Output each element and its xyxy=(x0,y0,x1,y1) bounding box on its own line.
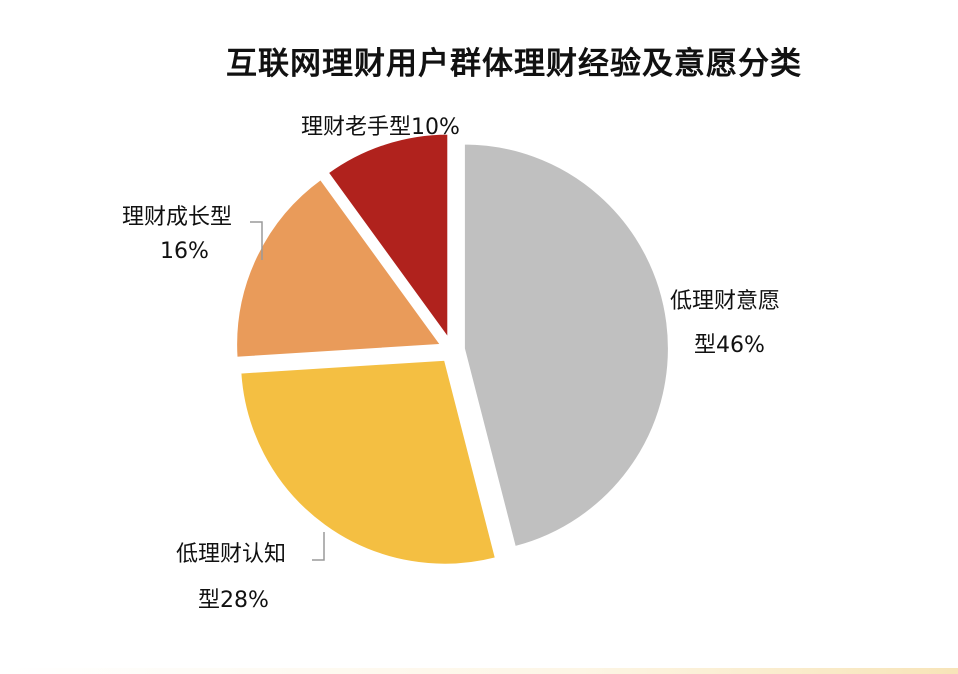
leader-line-growth xyxy=(250,221,263,260)
slice-label-growth: 理财成长型 16% xyxy=(122,203,232,267)
slice-label-low-cognition: 低理财认知 型28% xyxy=(176,540,286,616)
slice-low-cognition xyxy=(239,358,498,566)
slice-low-willingness xyxy=(462,142,670,549)
chart-title: 互联网理财用户群体理财经验及意愿分类 xyxy=(226,46,802,82)
slice-label-line: 理财成长型 xyxy=(122,205,233,230)
slice-label-line: 低理财意愿 xyxy=(670,289,781,314)
leader-line-low-cognition xyxy=(312,532,325,561)
slice-label-low-willingness: 低理财意愿 型46% xyxy=(670,287,780,361)
slice-expert xyxy=(326,132,450,342)
bottom-strip xyxy=(0,668,958,674)
slice-label-line: 低理财认知 xyxy=(176,542,287,567)
slice-growth xyxy=(235,177,444,359)
slice-label-line: 型28% xyxy=(198,588,269,613)
slice-label-line: 理财老手型10% xyxy=(301,115,460,140)
slice-label-expert: 理财老手型10% xyxy=(301,113,460,143)
slice-label-line: 型46% xyxy=(694,333,765,358)
slice-label-line: 16% xyxy=(160,239,209,264)
